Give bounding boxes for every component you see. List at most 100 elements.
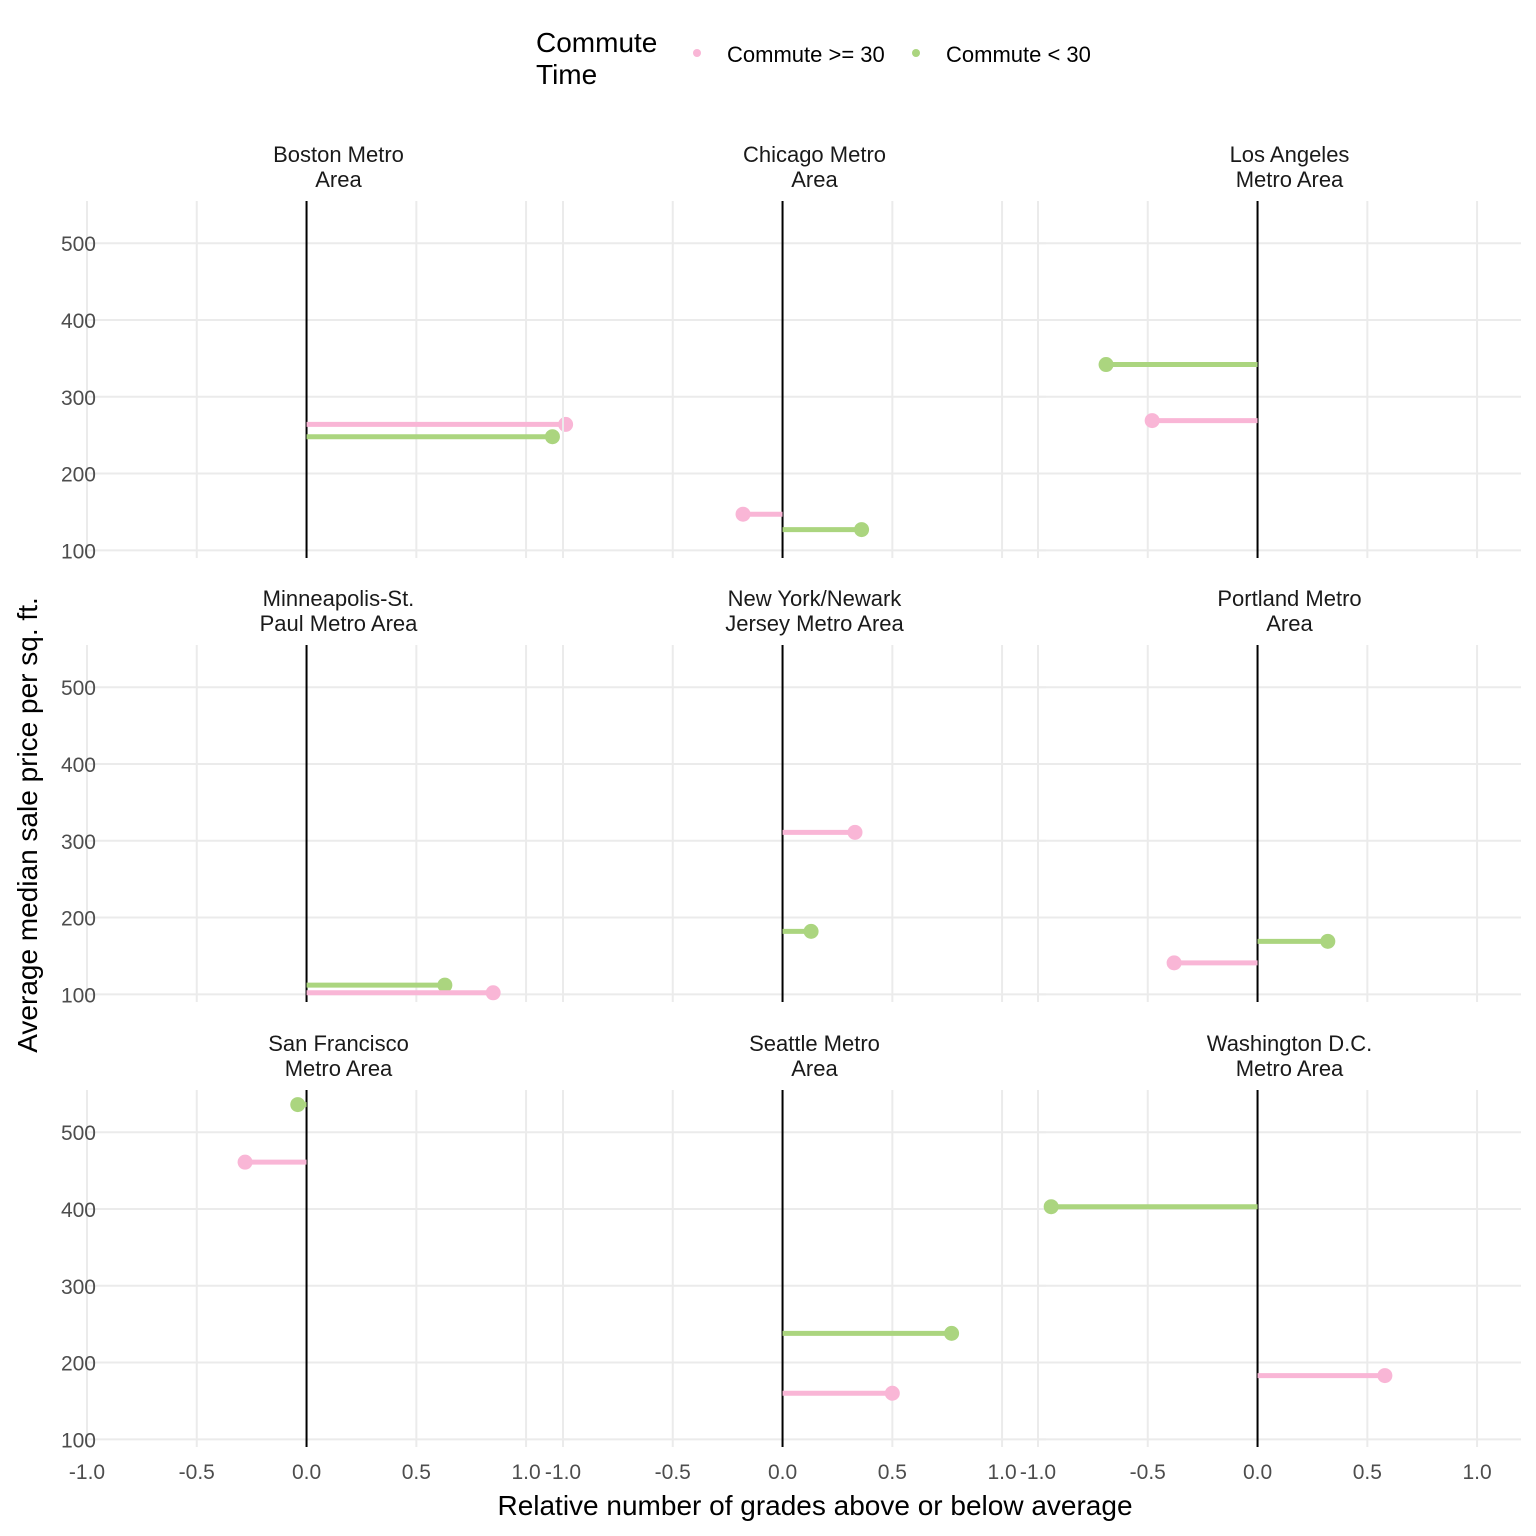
lollipop-mark: [782, 824, 863, 840]
lollipop-point: [237, 1154, 253, 1170]
lollipop-point: [437, 977, 453, 993]
y-tick-label: 100: [61, 984, 96, 1007]
x-tick-label: 1.0: [987, 1461, 1016, 1484]
legend-title-line: Time: [536, 59, 597, 90]
facet-title-line: Seattle Metro: [749, 1031, 880, 1056]
lollipop-point: [1144, 413, 1160, 429]
facet-title-line: Chicago Metro: [743, 142, 886, 167]
y-tick-label: 500: [61, 1122, 96, 1145]
x-tick-label: -1.0: [1020, 1461, 1056, 1484]
legend-entry: Commute >= 30: [693, 42, 885, 67]
lollipop-point: [1320, 933, 1336, 949]
lollipop-mark: [782, 522, 870, 538]
lollipop-mark: [306, 429, 560, 445]
facet-title-line: Area: [791, 167, 838, 192]
axes: 100 200 300 400 500 100 200 300 400 500 100 200 300 4…: [12, 233, 1492, 1521]
facet-title-line: Metro Area: [285, 1056, 393, 1081]
y-tick-label: 500: [61, 677, 96, 700]
x-axis-title: Relative number of grades above or below…: [497, 1490, 1132, 1521]
y-tick-label: 200: [61, 464, 96, 487]
y-tick-label: 300: [61, 1276, 96, 1299]
facet-title-line: Los Angeles: [1230, 142, 1350, 167]
lollipop-point: [290, 1097, 306, 1113]
lollipop-mark: [290, 1097, 307, 1113]
facet-title-line: New York/Newark: [728, 586, 903, 611]
x-tick-label: -0.5: [655, 1461, 691, 1484]
y-axis-title: Average median sale price per sq. ft.: [12, 597, 43, 1053]
facet-title-line: Minneapolis-St.: [263, 586, 415, 611]
lollipop-mark: [237, 1154, 307, 1170]
lollipop-mark: [1166, 955, 1258, 971]
facet-title-line: Jersey Metro Area: [725, 611, 904, 636]
x-tick-label: 0.0: [1243, 1461, 1272, 1484]
legend-key-dot: [693, 49, 701, 57]
y-tick-label: 300: [61, 387, 96, 410]
legend-label: Commute >= 30: [727, 42, 885, 67]
y-tick-label: 400: [61, 310, 96, 333]
lollipop-mark: [306, 985, 501, 1001]
lollipop-point: [884, 1385, 900, 1401]
lollipop-mark: [1144, 413, 1258, 429]
lollipop-point: [847, 824, 863, 840]
y-tick-label: 200: [61, 1353, 96, 1376]
facet-title-line: Metro Area: [1236, 1056, 1344, 1081]
lollipop-mark: [306, 416, 574, 432]
lollipop-point: [735, 506, 751, 522]
lollipop-point: [558, 416, 574, 432]
x-tick-label: -1.0: [69, 1461, 105, 1484]
y-tick-label: 100: [61, 540, 96, 563]
lollipop-point: [1098, 357, 1114, 373]
lollipop-point: [1166, 955, 1182, 971]
x-tick-label: 0.5: [878, 1461, 907, 1484]
y-tick-label: 400: [61, 1199, 96, 1222]
x-tick-label: -0.5: [1130, 1461, 1166, 1484]
lollipop-mark: [782, 1325, 960, 1341]
x-tick-label: 0.0: [768, 1461, 797, 1484]
x-tick-label: -0.5: [179, 1461, 215, 1484]
y-tick-label: 200: [61, 908, 96, 931]
y-tick-label: 500: [61, 233, 96, 256]
legend-title-line: Commute: [536, 27, 657, 58]
y-tick-label: 100: [61, 1429, 96, 1452]
x-tick-label: 0.5: [1353, 1461, 1382, 1484]
facet-title-line: Area: [315, 167, 362, 192]
x-tick-label: 1.0: [1462, 1461, 1491, 1484]
facet-panel: Minneapolis-St.Paul Metro Area: [86, 586, 570, 1002]
lollipop-mark: [306, 977, 453, 993]
y-tick-label: 300: [61, 831, 96, 854]
facet-title-line: Washington D.C.: [1207, 1031, 1372, 1056]
lollipop-point: [803, 923, 819, 939]
facet-title-line: San Francisco: [268, 1031, 409, 1056]
lollipop-point: [1043, 1199, 1059, 1215]
facet-panel: Washington D.C.Metro Area: [1037, 1031, 1521, 1447]
facet-title-line: Boston Metro: [273, 142, 404, 167]
lollipop-mark: [1257, 1368, 1393, 1384]
facet-title-line: Area: [1266, 611, 1313, 636]
lollipop-point: [485, 985, 501, 1001]
legend-entry: Commute < 30: [912, 42, 1091, 67]
lollipop-point: [544, 429, 560, 445]
lollipop-point: [1377, 1368, 1393, 1384]
legend-label: Commute < 30: [946, 42, 1091, 67]
lollipop-mark: [735, 506, 783, 522]
lollipop-point: [854, 522, 870, 538]
facet-title-line: Paul Metro Area: [260, 611, 419, 636]
lollipop-mark: [782, 1385, 900, 1401]
facet-title-line: Metro Area: [1236, 167, 1344, 192]
y-tick-label: 400: [61, 754, 96, 777]
x-tick-label: 1.0: [511, 1461, 540, 1484]
x-tick-label: 0.0: [292, 1461, 321, 1484]
lollipop-mark: [782, 923, 819, 939]
lollipop-mark: [1098, 357, 1258, 373]
facet-title-line: Area: [791, 1056, 838, 1081]
x-tick-label: -1.0: [545, 1461, 581, 1484]
